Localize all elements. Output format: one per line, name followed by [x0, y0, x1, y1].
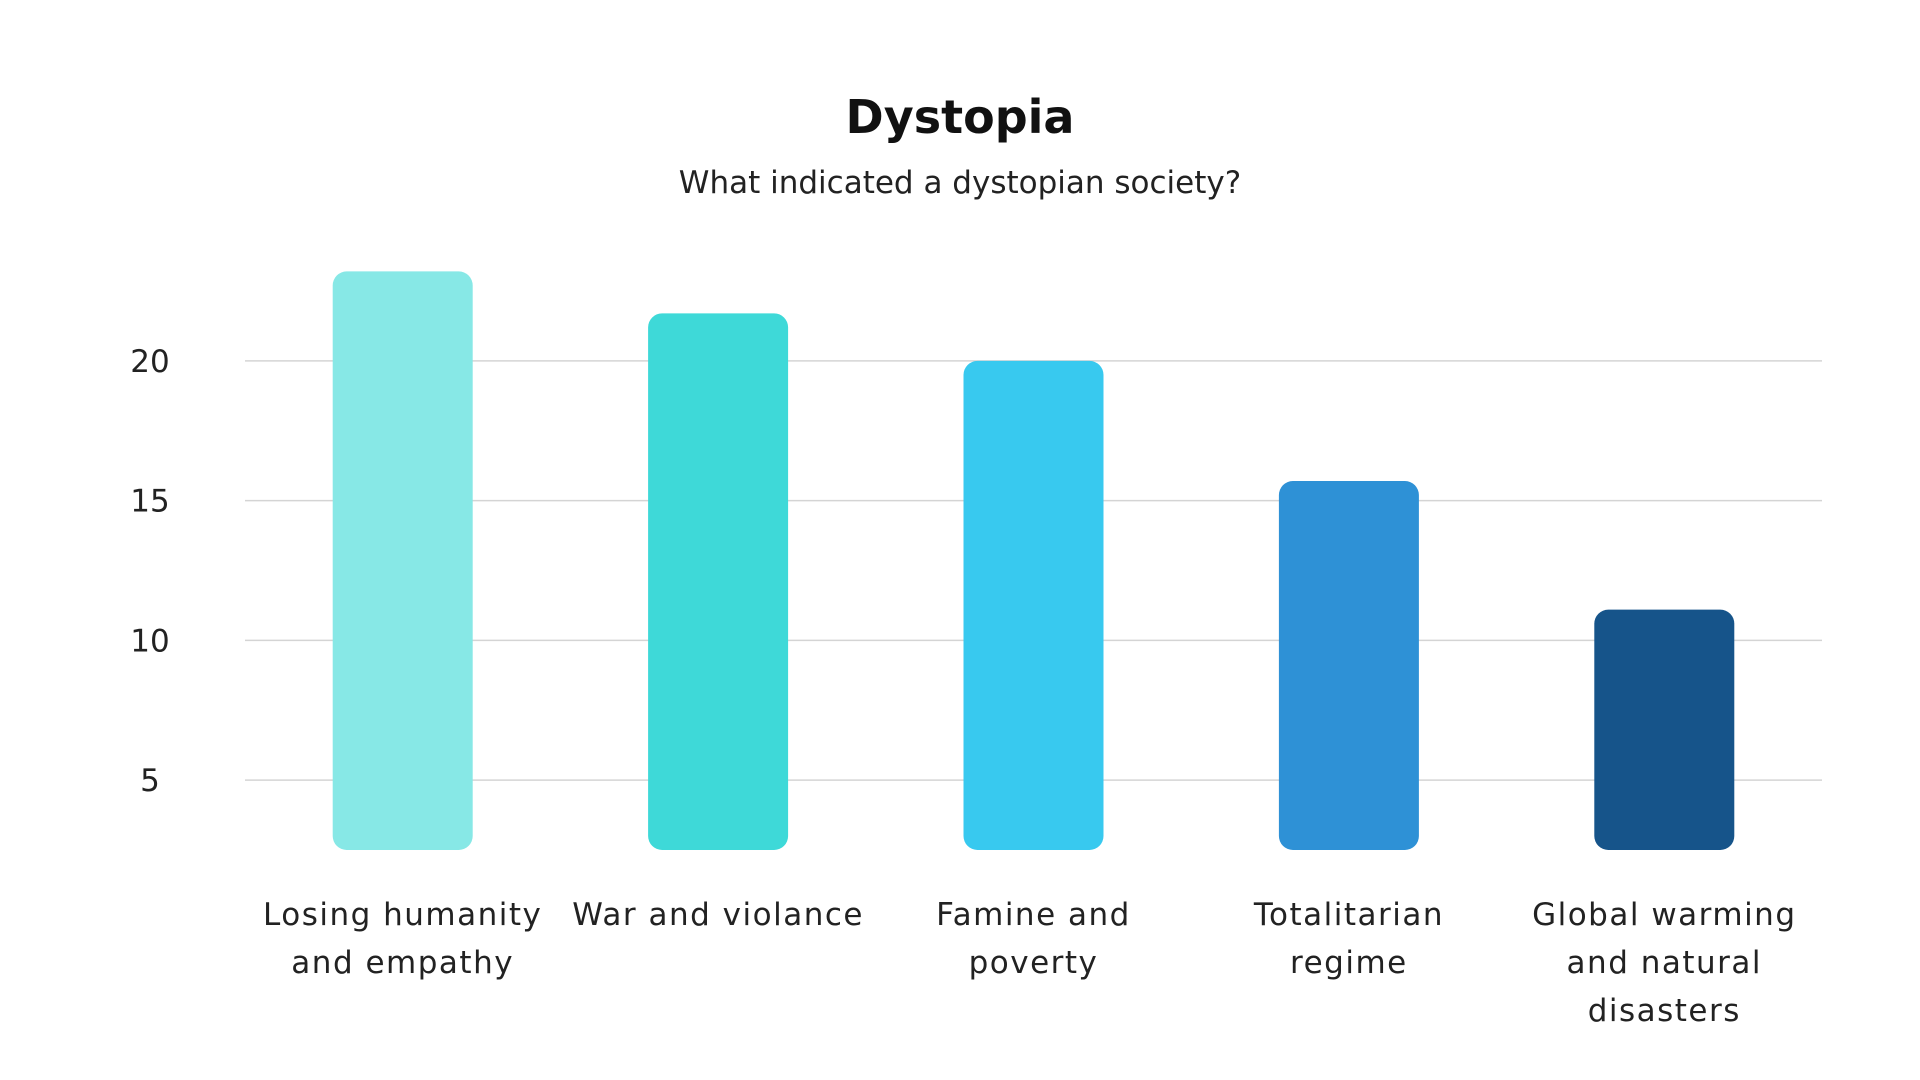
bar [648, 313, 789, 850]
x-tick-label-line: and natural [1567, 945, 1762, 981]
chart-title: Dystopia [845, 90, 1075, 144]
bar [1594, 609, 1735, 850]
y-tick-label: 15 [130, 484, 169, 520]
x-tick-label: Losing humanity and empathy [263, 897, 542, 981]
chart-subtitle: What indicated a dystopian society? [678, 165, 1242, 201]
bar [1278, 481, 1419, 850]
x-tick-label-line: Famine and [936, 897, 1131, 933]
x-tick-label-line: poverty [969, 945, 1099, 981]
x-tick-label: War and violance [572, 897, 864, 933]
x-tick-label-line: War and violance [572, 897, 864, 933]
x-tick-label-line: Totalitarian [1253, 897, 1444, 933]
x-tick-label: Global warming and natural disasters [1532, 897, 1796, 1029]
x-tick-label: Famine and poverty [936, 897, 1131, 981]
y-tick-label: 5 [140, 763, 160, 799]
x-tick-label-line: and empathy [291, 945, 514, 981]
y-tick-label: 10 [130, 623, 169, 659]
bar [963, 360, 1104, 850]
x-tick-label-line: regime [1290, 945, 1408, 981]
y-tick-label: 20 [130, 344, 169, 380]
x-tick-label-line: disasters [1588, 993, 1741, 1029]
bar [332, 271, 473, 850]
x-tick-label-line: Losing humanity [263, 897, 542, 933]
x-tick-label: Totalitarian regime [1253, 897, 1444, 981]
x-tick-label-line: Global warming [1532, 897, 1796, 933]
